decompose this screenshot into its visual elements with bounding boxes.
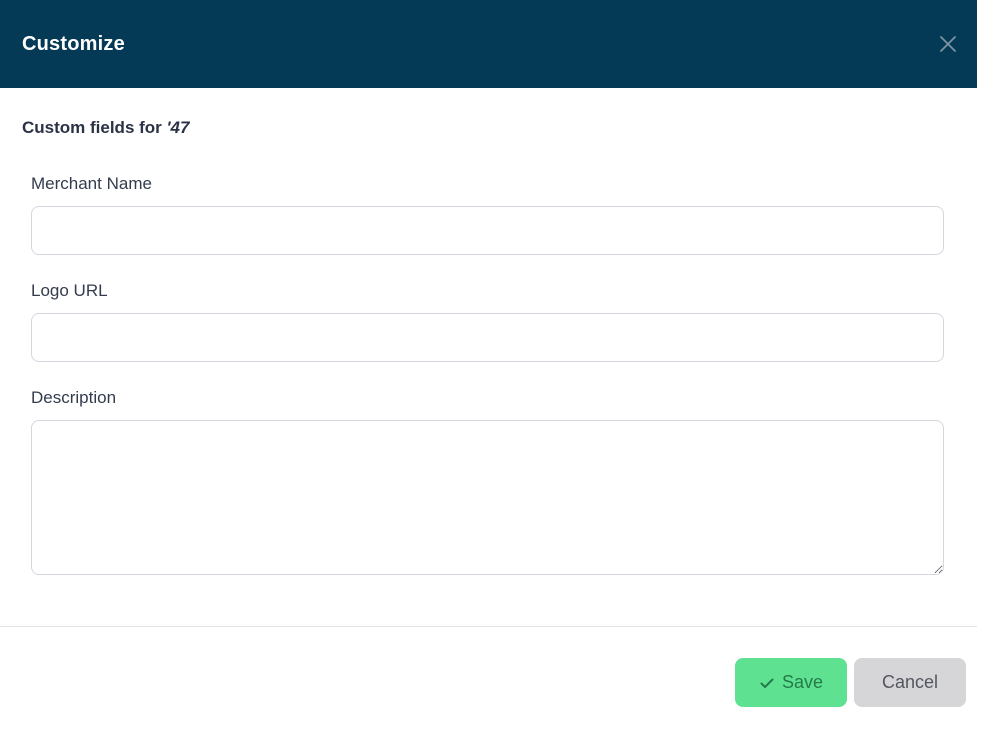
description-textarea[interactable] [31,420,944,575]
x-icon [937,33,959,55]
description-label: Description [31,388,117,407]
form-area: Merchant Name Logo URL Description [22,174,955,575]
logo-url-group: Logo URL [31,281,944,362]
custom-fields-heading: Custom fields for '47 [22,118,955,138]
description-group: Description [31,388,944,575]
modal-body: Custom fields for '47 Merchant Name Logo… [0,88,977,575]
footer-divider [0,626,977,627]
close-button[interactable] [926,22,970,66]
cancel-button[interactable]: Cancel [854,658,966,707]
merchant-name-label: Merchant Name [31,174,152,193]
modal-footer: Save Cancel [735,658,966,707]
cancel-button-label: Cancel [881,672,939,692]
modal-header: Customize [0,0,977,88]
save-button[interactable]: Save [735,658,847,707]
heading-emphasis: '47 [166,118,190,137]
logo-url-input[interactable] [31,313,944,362]
heading-prefix: Custom fields for [22,118,167,137]
checkmark-icon [759,675,775,691]
merchant-name-input[interactable] [31,206,944,255]
modal-title: Customize [22,32,125,55]
merchant-name-group: Merchant Name [31,174,944,255]
logo-url-label: Logo URL [31,281,108,300]
save-button-label: Save [781,672,824,692]
